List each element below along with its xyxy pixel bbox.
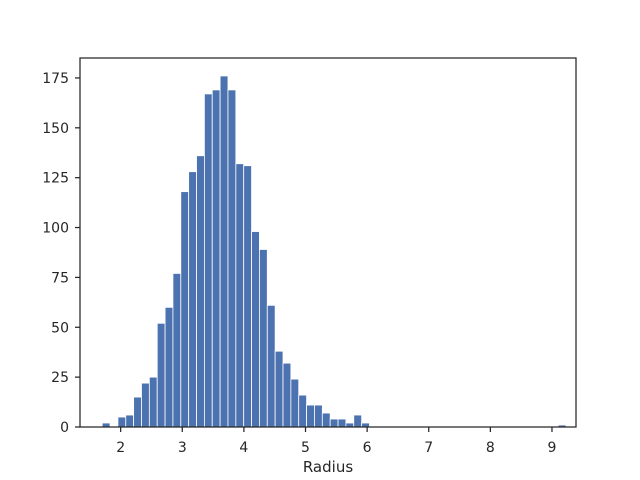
histogram-bar <box>172 273 182 428</box>
histogram-bar <box>133 396 142 428</box>
x-axis-label: Radius <box>303 458 353 476</box>
y-axis: 0 25 50 75 100 125 150 175 <box>42 71 80 436</box>
x-tick-label: 8 <box>486 440 495 456</box>
histogram-bar <box>235 163 245 428</box>
histogram-bar <box>180 191 190 428</box>
histogram-bar <box>259 249 268 428</box>
histogram-bar <box>164 306 174 428</box>
histogram-bar <box>282 362 292 428</box>
histogram-bar <box>125 414 135 428</box>
histogram-bar <box>353 414 363 428</box>
x-tick-label: 6 <box>363 440 372 456</box>
plot-frame <box>79 57 577 428</box>
y-tick-label: 150 <box>42 121 69 137</box>
y-tick-label: 175 <box>42 71 69 87</box>
x-tick-label: 4 <box>239 440 248 456</box>
histogram-bar <box>156 322 166 428</box>
y-tick-label: 75 <box>51 270 69 286</box>
histogram-bars <box>101 75 567 428</box>
x-tick-label: 3 <box>178 440 187 456</box>
histogram-bar <box>196 155 205 428</box>
histogram-bar <box>148 376 158 428</box>
histogram-bar <box>329 418 339 428</box>
x-tick-label: 2 <box>116 440 125 456</box>
x-tick-label: 5 <box>301 440 310 456</box>
histogram-bar <box>188 171 197 428</box>
histogram-bar <box>141 382 150 428</box>
histogram-bar <box>243 165 252 428</box>
y-tick-label: 0 <box>60 420 69 436</box>
histogram-bar <box>306 404 315 428</box>
y-tick-label: 25 <box>51 370 69 386</box>
histogram-bar <box>219 75 229 428</box>
x-tick-label: 7 <box>424 440 433 456</box>
histogram-bar <box>117 416 127 428</box>
histogram-bar <box>251 231 260 428</box>
histogram-bar <box>298 394 307 428</box>
histogram-bar <box>337 418 347 428</box>
histogram-bar <box>266 304 276 428</box>
x-tick-label: 9 <box>548 440 557 456</box>
histogram-bar <box>211 89 221 428</box>
histogram-bar <box>314 404 323 428</box>
histogram-bar <box>290 378 300 428</box>
histogram-bar <box>203 93 213 428</box>
y-tick-label: 50 <box>51 320 69 336</box>
y-tick-label: 100 <box>42 221 69 237</box>
x-axis: 2 3 4 5 6 7 8 9 <box>116 427 556 456</box>
histogram-bar <box>227 89 237 428</box>
histogram-bar <box>274 350 284 428</box>
y-tick-label: 125 <box>42 171 69 187</box>
histogram-bar <box>321 412 331 428</box>
